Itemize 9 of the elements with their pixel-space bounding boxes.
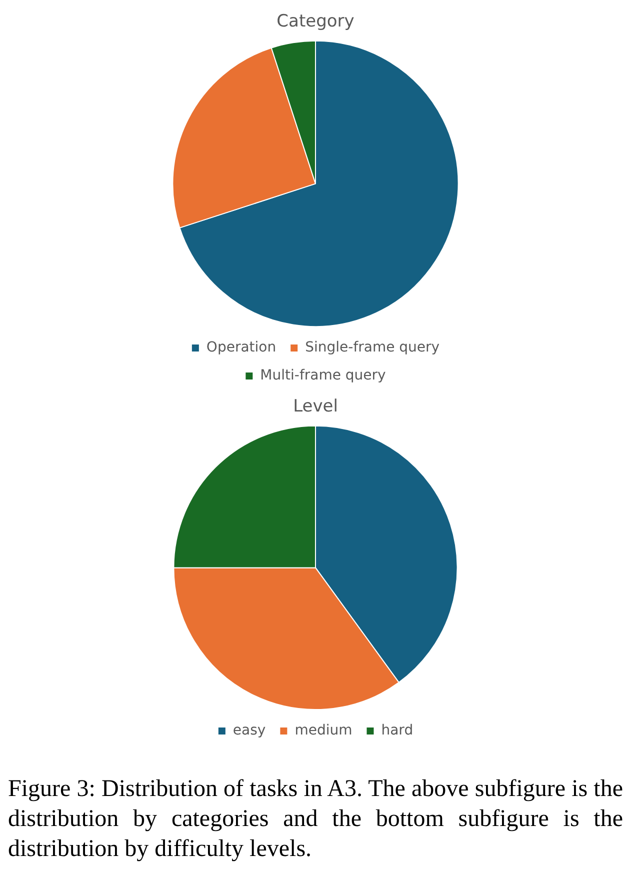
legend-label: Multi-frame query xyxy=(260,368,386,384)
legend-label: hard xyxy=(381,722,414,739)
legend-label: medium xyxy=(294,722,352,739)
legend-label: Single-frame query xyxy=(305,340,440,356)
chart-title: Level xyxy=(293,396,338,417)
legend-label: Operation xyxy=(206,340,276,356)
chart-title: Category xyxy=(276,12,354,32)
caption: Figure 3: Distribution of tasks in A3. The above subfigure is the distribution by categories and the bottom subfigure is the distribution by difficulty levels. xyxy=(8,775,623,864)
legend-label: easy xyxy=(232,722,266,739)
